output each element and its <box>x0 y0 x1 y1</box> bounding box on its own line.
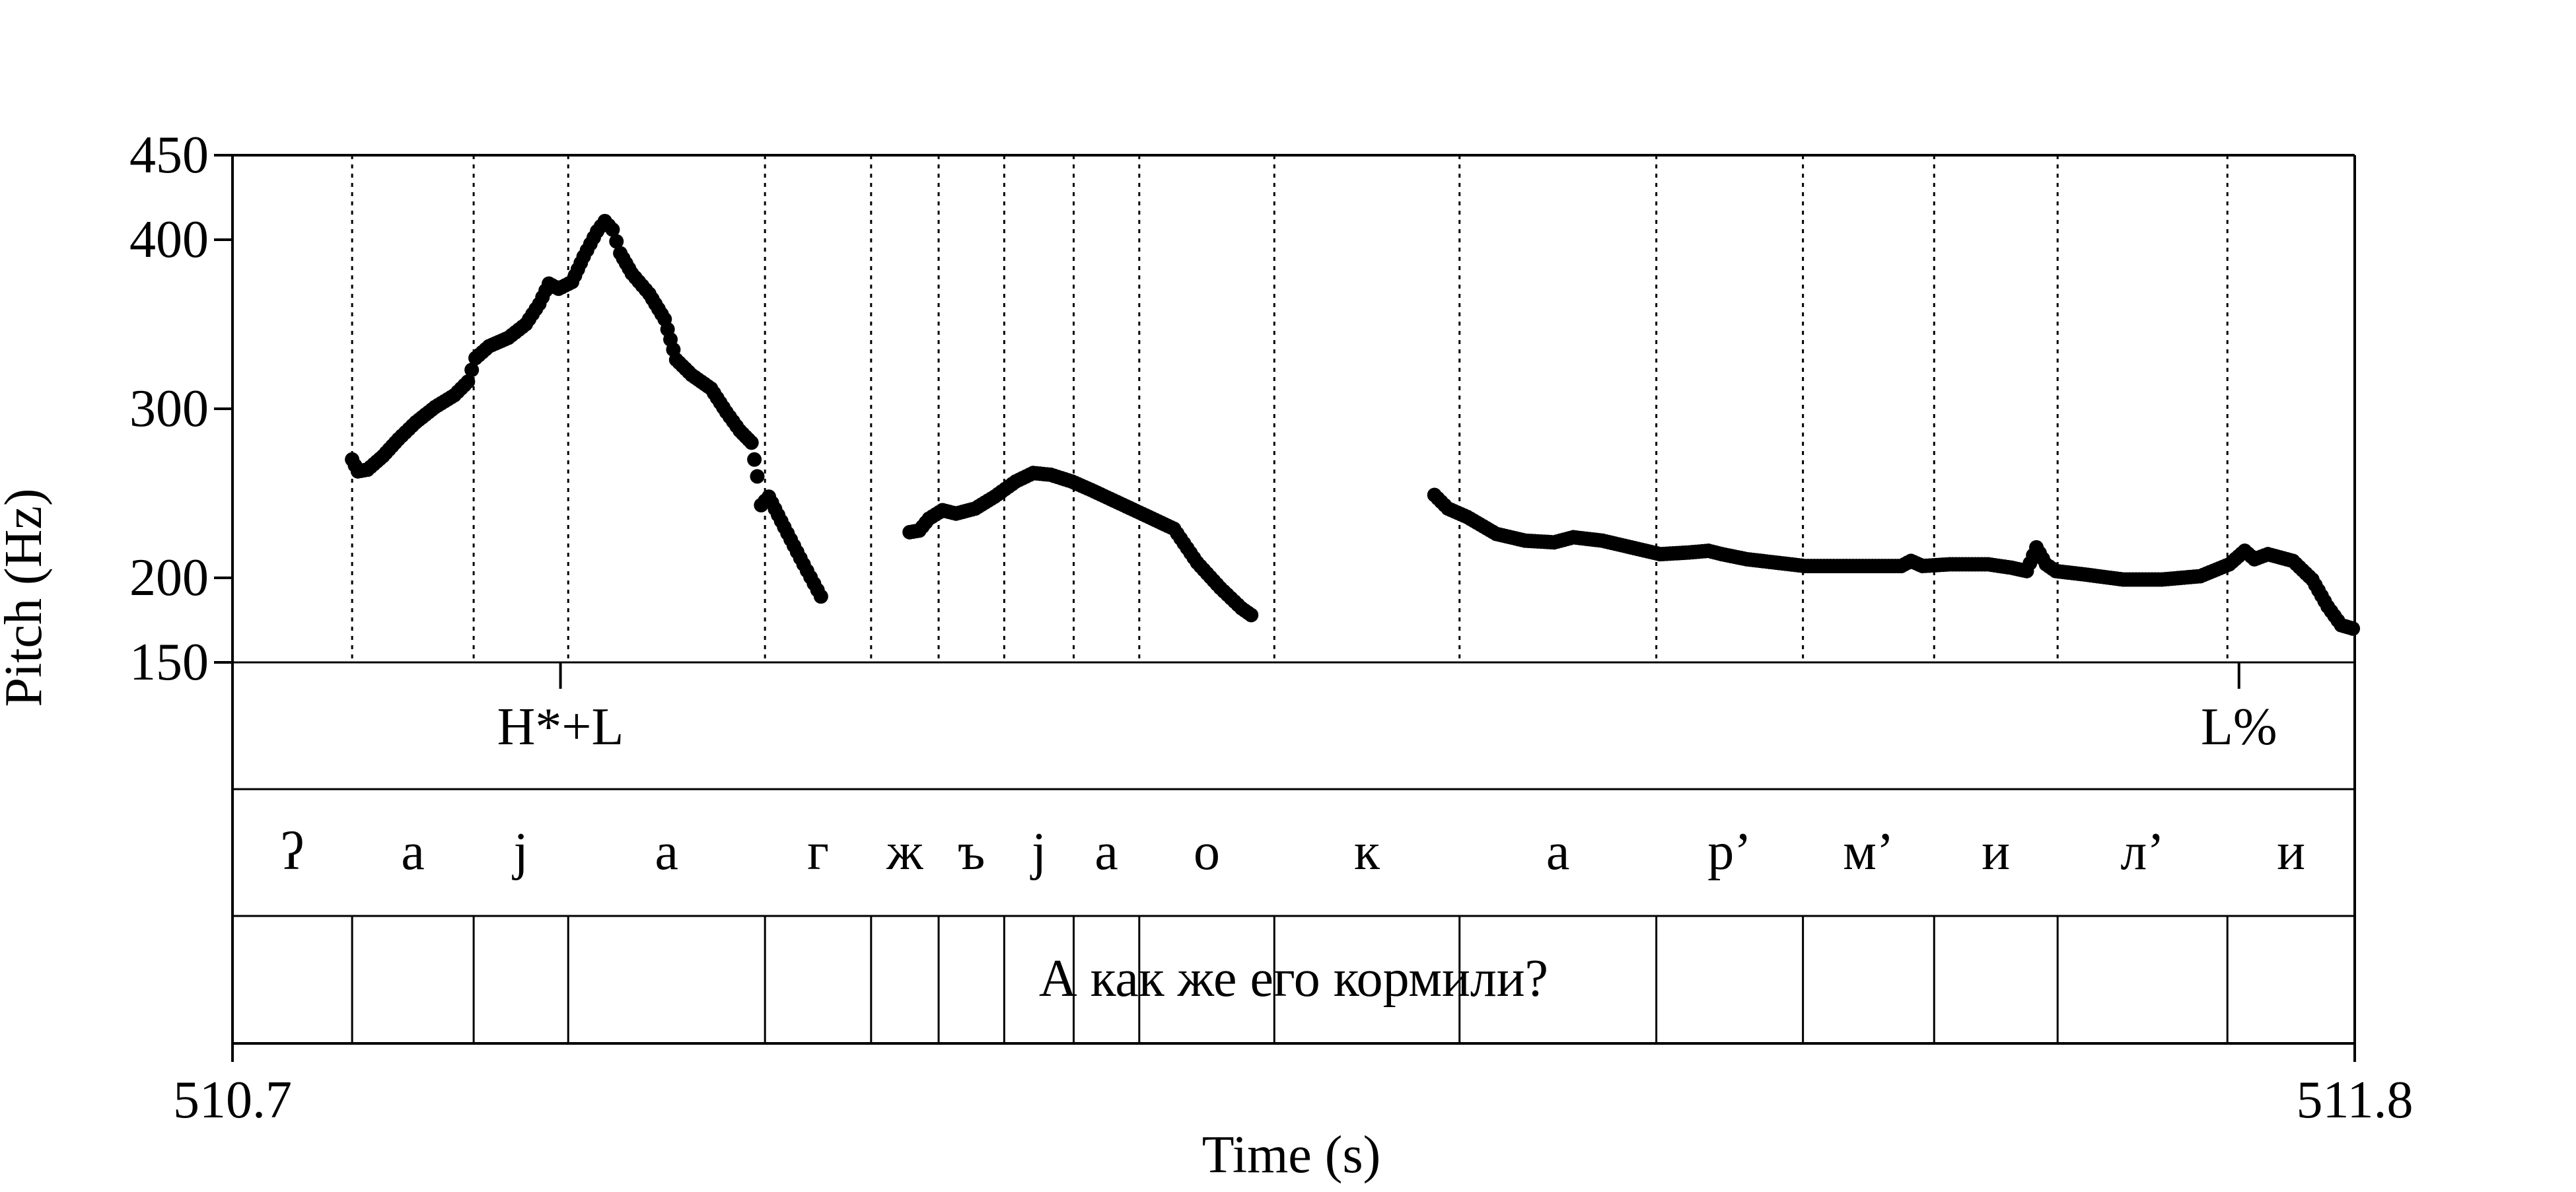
tone-label: H*+L <box>497 698 624 756</box>
pitch-point <box>744 435 759 450</box>
phone-label: j <box>512 823 528 881</box>
y-axis-label: Pitch (Hz) <box>0 488 53 707</box>
phone-label: ъ <box>958 823 985 881</box>
phone-label: ж <box>886 823 923 881</box>
phone-label: и <box>1982 823 2010 881</box>
x-tick-label: 511.8 <box>2296 1071 2413 1129</box>
pitch-points <box>345 213 2361 636</box>
word-label: А как же его кормили? <box>1039 950 1548 1008</box>
pitch-point <box>1244 608 1259 623</box>
y-tick-label: 200 <box>129 549 209 607</box>
pitch-point <box>2345 621 2361 636</box>
x-axis-label: Time (s) <box>1202 1126 1380 1184</box>
pitch-point <box>460 374 476 390</box>
pitch-trace-dot <box>747 452 762 467</box>
phone-label: j <box>1030 823 1046 881</box>
x-tick-label: 510.7 <box>173 1071 292 1129</box>
phone-label: м’ <box>1843 823 1894 881</box>
y-tick-label: 400 <box>129 211 209 269</box>
pitch-trace-dot <box>609 234 624 249</box>
phone-label: г <box>807 823 829 881</box>
pitch-point <box>813 589 828 604</box>
boundary-lines <box>351 155 2229 662</box>
tone-label: L% <box>2201 698 2277 756</box>
y-tick-label: 450 <box>129 126 209 184</box>
phone-label: л’ <box>2120 823 2165 881</box>
phone-label: а <box>1546 823 1570 881</box>
phone-label: а <box>1094 823 1118 881</box>
phone-label: р’ <box>1707 823 1752 881</box>
tier-labels: H*+L L%ʔ а j а г ж ъ j а о к а р’ м’ и л’ иА как же его к… <box>281 662 2305 1008</box>
pitch-point <box>605 222 620 237</box>
phone-label: а <box>401 823 425 881</box>
plot-frame <box>231 154 2356 1045</box>
axis-ticks: 150 200 300 400 450 510.7 511.8 <box>129 126 2414 1129</box>
phone-label: о <box>1194 823 1220 881</box>
phone-label: и <box>2277 823 2305 881</box>
phone-label: ʔ <box>281 823 304 881</box>
pitch-trace-dot <box>464 363 480 378</box>
tier-dividers <box>233 661 2355 1043</box>
pitch-point <box>750 469 765 484</box>
phone-label: к <box>1354 823 1380 881</box>
y-tick-label: 150 <box>129 633 209 691</box>
phone-label: а <box>655 823 678 881</box>
y-tick-label: 300 <box>129 380 209 438</box>
